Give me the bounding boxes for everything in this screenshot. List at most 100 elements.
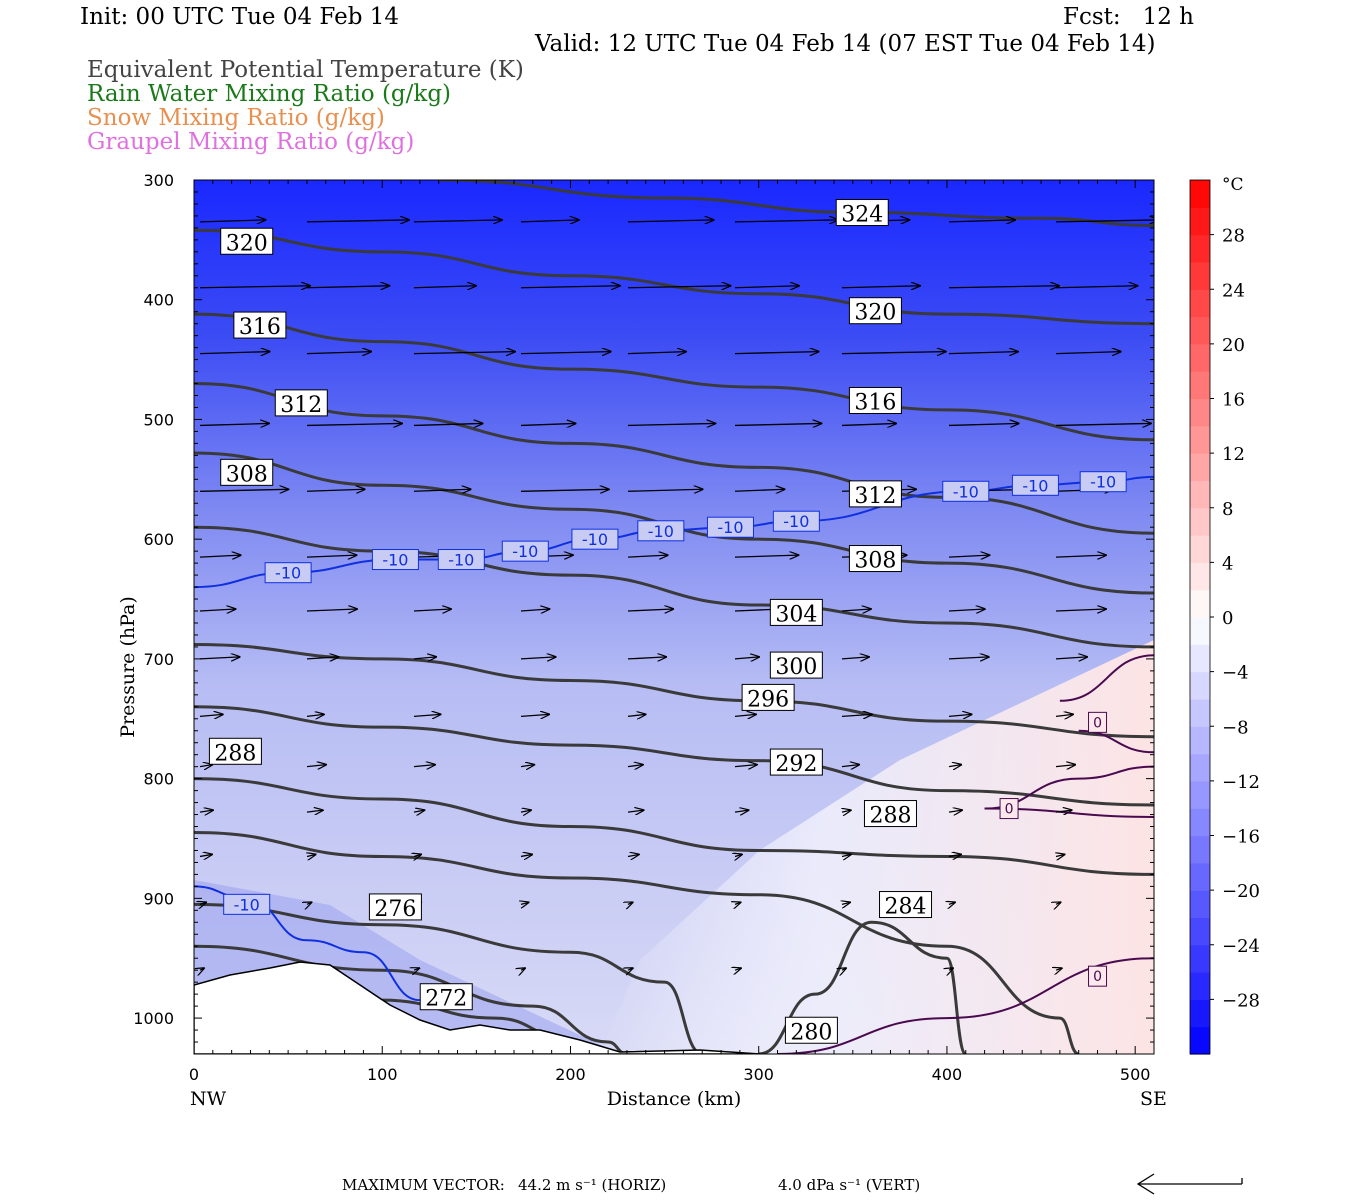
wind-vector [520,286,620,288]
contour-label-box [233,311,287,339]
wind-vector [199,423,269,425]
wind-vector [1055,220,1154,222]
contour-label: 324 [841,203,883,228]
wind-vector [413,286,476,288]
isotherm-label-box [1011,474,1059,496]
contour-label-box [220,227,274,255]
wind-vector [521,968,525,970]
theta-e-contour [194,831,1080,1054]
contour-label: 280 [790,1020,832,1045]
contour-label-box [274,389,328,417]
x-tick-label: 0 [189,1065,199,1084]
colorbar-bin [1190,780,1210,809]
isotherm-label-box [772,510,820,532]
y-tick-label: 400 [143,291,174,310]
isotherm-label-box [999,798,1019,820]
wind-vector [734,555,798,557]
wind-vector [842,968,846,970]
theta-e-contour [194,777,1154,876]
wind-vector [627,810,644,812]
contour-label: 308 [854,549,896,574]
wind-vector [734,810,748,812]
wind-vector [520,609,549,611]
wind-vector [199,609,235,611]
colorbar-bin [1190,944,1210,973]
wind-vector [627,714,646,716]
colorbar-bin [1190,371,1210,400]
isotherm-label-box [571,528,619,550]
colorbar-tick-label: 12 [1222,444,1245,465]
field-legend-snow: Snow Mixing Ratio (g/kg) [87,105,385,131]
isotherm-label: -10 [448,551,474,570]
wind-vector [520,657,556,659]
contour-label-box [835,199,889,227]
colorbar-bin [1190,316,1210,345]
colorbar-bin [1190,671,1210,700]
colorbar-tick-label: 24 [1222,280,1245,301]
terrain [194,961,761,1054]
field-legend-graupel: Graupel Mixing Ratio (g/kg) [87,129,415,155]
wind-vector [1056,854,1064,856]
wind-vector [735,902,741,904]
wind-vector [199,657,240,659]
contour-label-box [769,651,823,679]
wind-vector [520,489,609,491]
x-tick-label: 300 [743,1065,774,1084]
colorbar-bin [1190,425,1210,454]
wind-vector [307,854,316,856]
plot-frame [193,179,1155,1055]
colorbar-bin [1190,999,1210,1028]
wind-vector [413,609,451,611]
wind-vector [520,810,531,812]
colorbar-bin [1190,507,1210,536]
wind-vector [841,657,869,659]
theta-e-contour [758,920,968,1054]
wind-vector [1055,555,1106,557]
theta-e-contour [438,180,1154,227]
colorbar-tick-label: 8 [1222,499,1233,520]
y-tick-label: 500 [143,410,174,429]
y-tick-label: 600 [143,530,174,549]
wind-vector [841,609,871,611]
wind-vector [627,555,668,557]
wind-vector [306,714,324,716]
warm-region-shading [600,640,1154,1054]
colorbar-bin [1190,917,1210,946]
wind-vector [948,810,962,812]
isotherm-label: -10 [275,564,301,583]
theta-e-contour [194,382,1154,535]
contour-label: 320 [854,301,896,326]
isotherm-label: -10 [1090,473,1116,492]
contour-label-box [741,683,795,711]
contour-label: 276 [374,897,416,922]
wind-vector [627,657,666,659]
colorbar-tick-label: 0 [1222,608,1233,629]
init-time: Init: 00 UTC Tue 04 Feb 14 [80,4,400,30]
field-legend-theta-e: Equivalent Potential Temperature (K) [87,57,524,83]
colorbar-bin [1190,398,1210,427]
x-axis-title: Distance (km) [607,1088,742,1110]
wind-vector [734,714,756,716]
wind-vector [306,810,323,812]
contour-label-box [220,458,274,486]
wind-vector [842,902,850,904]
forecast-hour: Fcst: 12 h [1063,4,1194,30]
reference-vector-arrow [1136,1173,1243,1195]
colorbar-tick-label: −16 [1222,827,1260,848]
isotherm-label-box [437,549,485,571]
wind-vector [520,854,532,856]
x-tick-label: 500 [1120,1065,1151,1084]
wind-vector [1056,968,1062,970]
colorbar-bin [1190,835,1210,864]
isotherm-zero [1059,654,1154,702]
colorbar-tick-label: −24 [1222,936,1260,957]
colorbar-tick-label: −12 [1222,772,1260,793]
wind-vector [948,765,961,767]
contour-label-box [208,737,262,765]
colorbar-unit: °C [1222,175,1244,195]
wind-vector [734,489,785,491]
colorbar-bin [1190,207,1210,236]
wind-vector [627,286,730,288]
theta-e-contour [194,312,1154,442]
wind-vector [199,765,212,767]
